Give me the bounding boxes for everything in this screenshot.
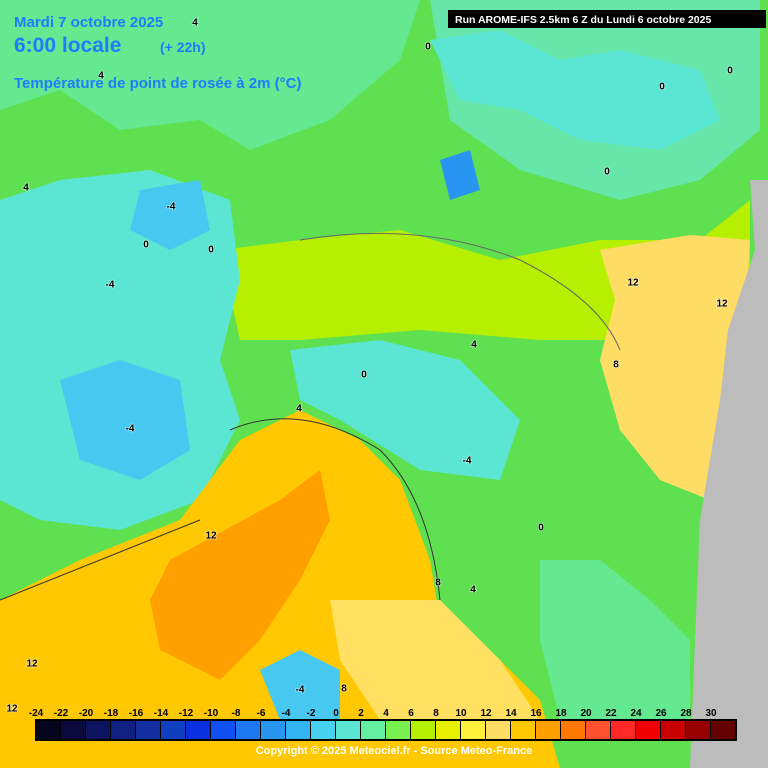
contour-label: 0 (361, 370, 367, 381)
contour-label: -4 (106, 280, 115, 291)
colorbar-label: 16 (530, 708, 542, 719)
colorbar-label: 22 (605, 708, 617, 719)
contour-label: 8 (613, 360, 619, 371)
colorbar-label: -12 (179, 708, 194, 719)
contour-label: 0 (727, 66, 733, 77)
colorbar-swatch (136, 721, 160, 739)
colorbar-label: 14 (505, 708, 517, 719)
contour-label: 8 (435, 578, 441, 589)
colorbar-swatch (386, 721, 410, 739)
colorbar-swatch (236, 721, 260, 739)
contour-label: 0 (143, 240, 149, 251)
contour-label: 12 (205, 531, 217, 542)
colorbar-label: 26 (655, 708, 667, 719)
colorbar-swatch (661, 721, 685, 739)
colorbar-label: 18 (555, 708, 567, 719)
colorbar-swatch (311, 721, 335, 739)
contour-label: 4 (471, 340, 477, 351)
contour-label: 4 (192, 18, 198, 29)
colorbar-label: -4 (282, 708, 291, 719)
colorbar: -24 -22 -20 -18 -16 -14 -12 -10 -8 -6 -4 -2 0 2 4 6 8 10 1… (29, 708, 737, 741)
colorbar-swatch (186, 721, 210, 739)
colorbar-label: -18 (104, 708, 119, 719)
colorbar-swatch (261, 721, 285, 739)
colorbar-swatch (636, 721, 660, 739)
contour-labels: 4 0 0 0 4 0 4 -4 0 0 -4 12 12 4 0 8 4 -4 -4 12 0 8 4 12 -4 12 8 (6, 17, 734, 716)
run-info: Run AROME-IFS 2.5km 6 Z du Lundi 6 octob… (455, 14, 711, 26)
colorbar-swatch (161, 721, 185, 739)
colorbar-swatch (561, 721, 585, 739)
colorbar-swatch (611, 721, 635, 739)
contour-label: -4 (296, 685, 305, 696)
colorbar-swatch (411, 721, 435, 739)
colorbar-label: -8 (232, 708, 241, 719)
colorbar-swatch (286, 721, 310, 739)
contour-label: -4 (126, 424, 135, 435)
colorbar-label: -20 (79, 708, 94, 719)
lead-time: (+ 22h) (160, 39, 206, 55)
colorbar-swatch (61, 721, 85, 739)
contour-label: 4 (296, 404, 302, 415)
colorbar-label: 10 (455, 708, 467, 719)
colorbar-label: 2 (358, 708, 364, 719)
colorbar-swatch (536, 721, 560, 739)
contour-label: 12 (716, 299, 728, 310)
colorbar-label: 8 (433, 708, 439, 719)
contour-label: 4 (23, 183, 29, 194)
contour-label: 8 (341, 684, 347, 695)
contour-label: 12 (627, 278, 639, 289)
forecast-date: Mardi 7 octobre 2025 (14, 14, 163, 31)
colorbar-label: -14 (154, 708, 169, 719)
colorbar-label: 30 (705, 708, 717, 719)
colorbar-swatch (361, 721, 385, 739)
run-box (448, 10, 766, 28)
colorbar-swatch (686, 721, 710, 739)
forecast-time: 6:00 locale (14, 34, 121, 57)
contour-label: 0 (659, 82, 665, 93)
colorbar-label: 0 (333, 708, 339, 719)
contour-label: -4 (167, 202, 176, 213)
colorbar-label: -22 (54, 708, 69, 719)
colorbar-label: 24 (630, 708, 642, 719)
contour-label: 4 (98, 71, 104, 82)
contour-label: 0 (425, 42, 431, 53)
colorbar-swatch (586, 721, 610, 739)
variable-name: Température de point de rosée à 2m (°C) (14, 75, 301, 92)
colorbar-label: 20 (580, 708, 592, 719)
contour-label: -4 (463, 456, 472, 467)
contour-label: 4 (470, 585, 476, 596)
colorbar-swatch (36, 721, 60, 739)
colorbar-label: -6 (257, 708, 266, 719)
colorbar-label: -2 (307, 708, 316, 719)
colorbar-swatch (336, 721, 360, 739)
colorbar-swatch (711, 721, 735, 739)
contour-label: 0 (604, 167, 610, 178)
colorbar-swatch (211, 721, 235, 739)
colorbar-label: 6 (408, 708, 414, 719)
contour-label: 12 (26, 659, 38, 670)
colorbar-swatch (511, 721, 535, 739)
colorbar-label: -16 (129, 708, 144, 719)
contour-label: 0 (538, 523, 544, 534)
colorbar-label: -24 (29, 708, 44, 719)
colorbar-swatch (436, 721, 460, 739)
colorbar-swatch (111, 721, 135, 739)
colorbar-label: 4 (383, 708, 389, 719)
contour-label: 0 (208, 245, 214, 256)
colorbar-label: -10 (204, 708, 219, 719)
copyright: Copyright © 2025 Meteociel.fr - Source M… (256, 745, 532, 757)
colorbar-swatch (86, 721, 110, 739)
colorbar-label: 28 (680, 708, 692, 719)
colorbar-swatch (486, 721, 510, 739)
colorbar-label: 12 (480, 708, 492, 719)
contour-label: 12 (6, 704, 18, 715)
colorbar-swatch (461, 721, 485, 739)
